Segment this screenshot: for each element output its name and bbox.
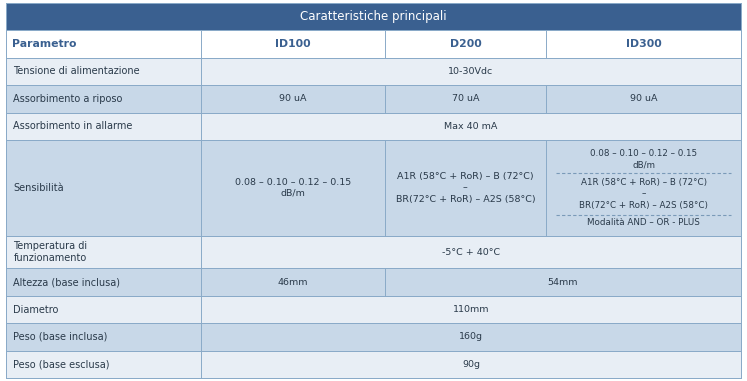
Text: A1R (58°C + RoR) – B (72°C)
–
BR(72°C + RoR) – A2S (58°C): A1R (58°C + RoR) – B (72°C) – BR(72°C + … — [396, 172, 535, 204]
Bar — [6, 58, 741, 85]
Text: 160g: 160g — [459, 332, 483, 341]
Bar — [6, 30, 741, 58]
Text: 54mm: 54mm — [548, 278, 578, 287]
Text: Assorbimento in allarme: Assorbimento in allarme — [13, 121, 133, 131]
Text: Peso (base esclusa): Peso (base esclusa) — [13, 359, 110, 369]
Text: 0.08 – 0.10 – 0.12 – 0.15
dB/m: 0.08 – 0.10 – 0.12 – 0.15 dB/m — [235, 178, 351, 198]
Text: Altezza (base inclusa): Altezza (base inclusa) — [13, 277, 120, 287]
Text: D200: D200 — [450, 39, 481, 49]
Text: Temperatura di
funzionamento: Temperatura di funzionamento — [13, 241, 87, 263]
Text: Assorbimento a riposo: Assorbimento a riposo — [13, 94, 123, 104]
Text: 70 uA: 70 uA — [452, 94, 479, 103]
Bar — [6, 85, 741, 112]
Bar — [6, 140, 741, 236]
Text: Peso (base inclusa): Peso (base inclusa) — [13, 332, 108, 342]
Text: 110mm: 110mm — [453, 305, 489, 314]
Bar — [6, 296, 741, 323]
Text: ID100: ID100 — [275, 39, 311, 49]
Text: Sensibilità: Sensibilità — [13, 183, 64, 193]
Text: Max 40 mA: Max 40 mA — [444, 122, 498, 131]
Text: Diametro: Diametro — [13, 304, 59, 315]
Text: Parametro: Parametro — [12, 39, 76, 49]
Text: 90 uA: 90 uA — [279, 94, 306, 103]
Bar — [6, 3, 741, 30]
Bar — [6, 351, 741, 378]
Text: Tensione di alimentazione: Tensione di alimentazione — [13, 66, 140, 77]
Text: 90 uA: 90 uA — [630, 94, 657, 103]
Text: 90g: 90g — [462, 360, 480, 369]
Text: 10-30Vdc: 10-30Vdc — [448, 67, 494, 76]
Bar — [6, 323, 741, 351]
Bar — [6, 236, 741, 269]
Text: 46mm: 46mm — [277, 278, 308, 287]
Bar — [6, 112, 741, 140]
Text: 0.08 – 0.10 – 0.12 – 0.15
dB/m: 0.08 – 0.10 – 0.12 – 0.15 dB/m — [590, 149, 697, 169]
Text: ID300: ID300 — [626, 39, 662, 49]
Text: -5°C + 40°C: -5°C + 40°C — [441, 248, 500, 256]
Text: Caratteristiche principali: Caratteristiche principali — [300, 10, 447, 23]
Text: A1R (58°C + RoR) – B (72°C)
–
BR(72°C + RoR) – A2S (58°C): A1R (58°C + RoR) – B (72°C) – BR(72°C + … — [579, 178, 708, 210]
Bar — [6, 269, 741, 296]
Text: Modalità AND – OR - PLUS: Modalità AND – OR - PLUS — [587, 218, 700, 227]
